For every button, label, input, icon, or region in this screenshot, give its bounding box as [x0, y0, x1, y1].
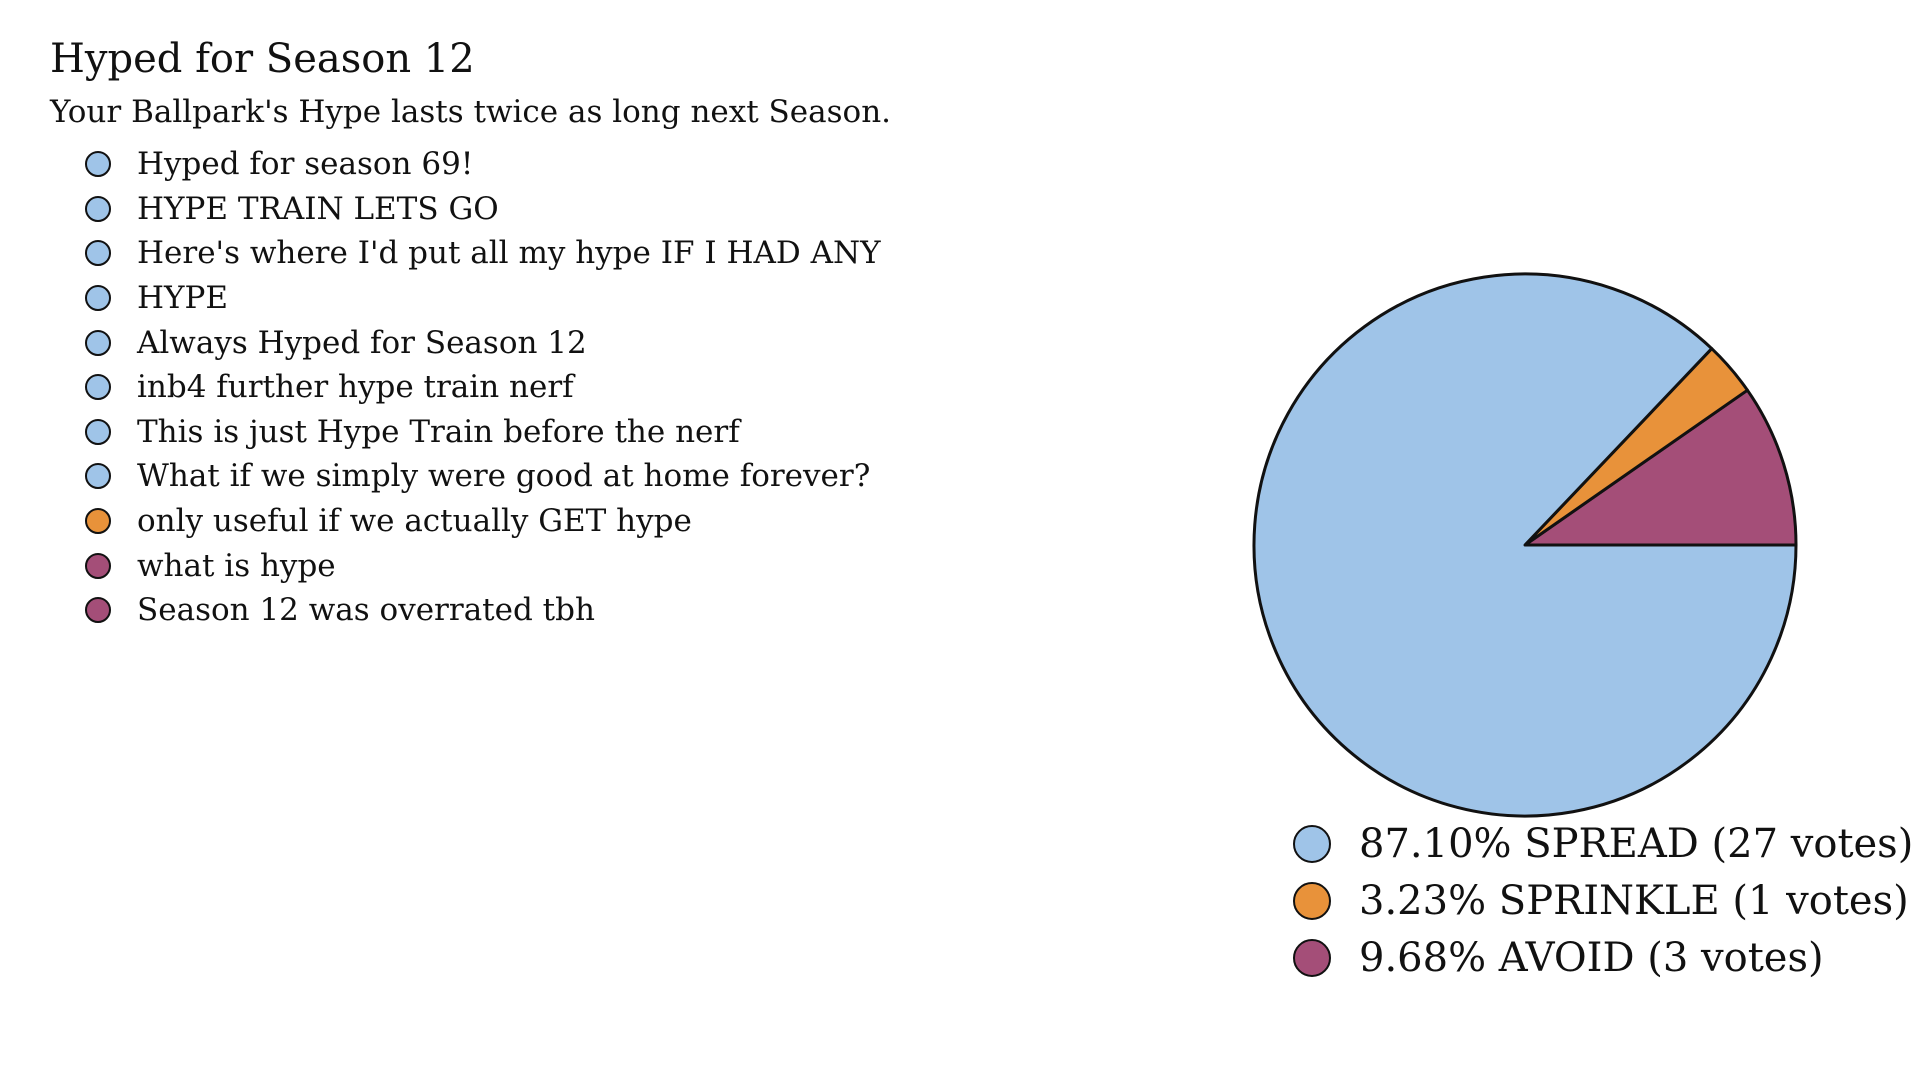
comment-item: Season 12 was overrated tbh [85, 588, 881, 633]
poll-subtitle: Your Ballpark's Hype lasts twice as long… [50, 94, 892, 130]
legend-swatch-icon [1293, 824, 1331, 863]
poll-title: Hyped for Season 12 [50, 36, 475, 82]
comment-text: Here's where I'd put all my hype IF I HA… [137, 235, 881, 272]
legend-label: 3.23% SPRINKLE (1 votes) [1359, 877, 1909, 924]
comment-text: only useful if we actually GET hype [137, 503, 692, 540]
comment-text: HYPE TRAIN LETS GO [137, 190, 499, 227]
comment-list: Hyped for season 69! HYPE TRAIN LETS GO He… [85, 142, 881, 633]
comment-vote-dot-icon [85, 552, 111, 579]
comment-item: This is just Hype Train before the nerf [85, 410, 881, 455]
comment-text: Always Hyped for Season 12 [137, 324, 587, 361]
comment-text: Season 12 was overrated tbh [137, 592, 595, 629]
comment-item: HYPE [85, 276, 881, 321]
legend-swatch-icon [1293, 881, 1331, 920]
legend-item-avoid: 9.68% AVOID (3 votes) [1293, 929, 1913, 986]
comment-item: Always Hyped for Season 12 [85, 320, 881, 365]
comment-text: Hyped for season 69! [137, 146, 474, 183]
comment-vote-dot-icon [85, 463, 111, 490]
legend-item-spread: 87.10% SPREAD (27 votes) [1293, 815, 1913, 872]
comment-vote-dot-icon [85, 329, 111, 356]
comment-item: Hyped for season 69! [85, 142, 881, 187]
vote-legend: 87.10% SPREAD (27 votes) 3.23% SPRINKLE (… [1293, 815, 1913, 986]
legend-label: 87.10% SPREAD (27 votes) [1359, 820, 1914, 867]
legend-label: 9.68% AVOID (3 votes) [1359, 934, 1824, 981]
comment-vote-dot-icon [85, 195, 111, 222]
comment-item: What if we simply were good at home fore… [85, 454, 881, 499]
pie-slice-avoid [1523, 388, 1798, 547]
comment-text: inb4 further hype train nerf [137, 369, 574, 406]
comment-text: What if we simply were good at home fore… [137, 458, 871, 495]
comment-item: Here's where I'd put all my hype IF I HA… [85, 231, 881, 276]
comment-vote-dot-icon [85, 151, 111, 178]
comment-item: inb4 further hype train nerf [85, 365, 881, 410]
comment-text: what is hype [137, 547, 336, 584]
comment-vote-dot-icon [85, 240, 111, 267]
comment-vote-dot-icon [85, 418, 111, 445]
comment-item: what is hype [85, 543, 881, 588]
comment-vote-dot-icon [85, 508, 111, 535]
comment-item: only useful if we actually GET hype [85, 499, 881, 544]
comment-vote-dot-icon [85, 597, 111, 624]
comment-vote-dot-icon [85, 374, 111, 401]
comment-text: This is just Hype Train before the nerf [137, 413, 740, 450]
comment-text: HYPE [137, 280, 228, 317]
legend-item-sprinkle: 3.23% SPRINKLE (1 votes) [1293, 872, 1913, 929]
comment-vote-dot-icon [85, 285, 111, 312]
legend-swatch-icon [1293, 938, 1331, 977]
vote-pie-chart [1252, 272, 1798, 818]
comment-item: HYPE TRAIN LETS GO [85, 187, 881, 232]
pie-slice-spread [1252, 272, 1798, 818]
